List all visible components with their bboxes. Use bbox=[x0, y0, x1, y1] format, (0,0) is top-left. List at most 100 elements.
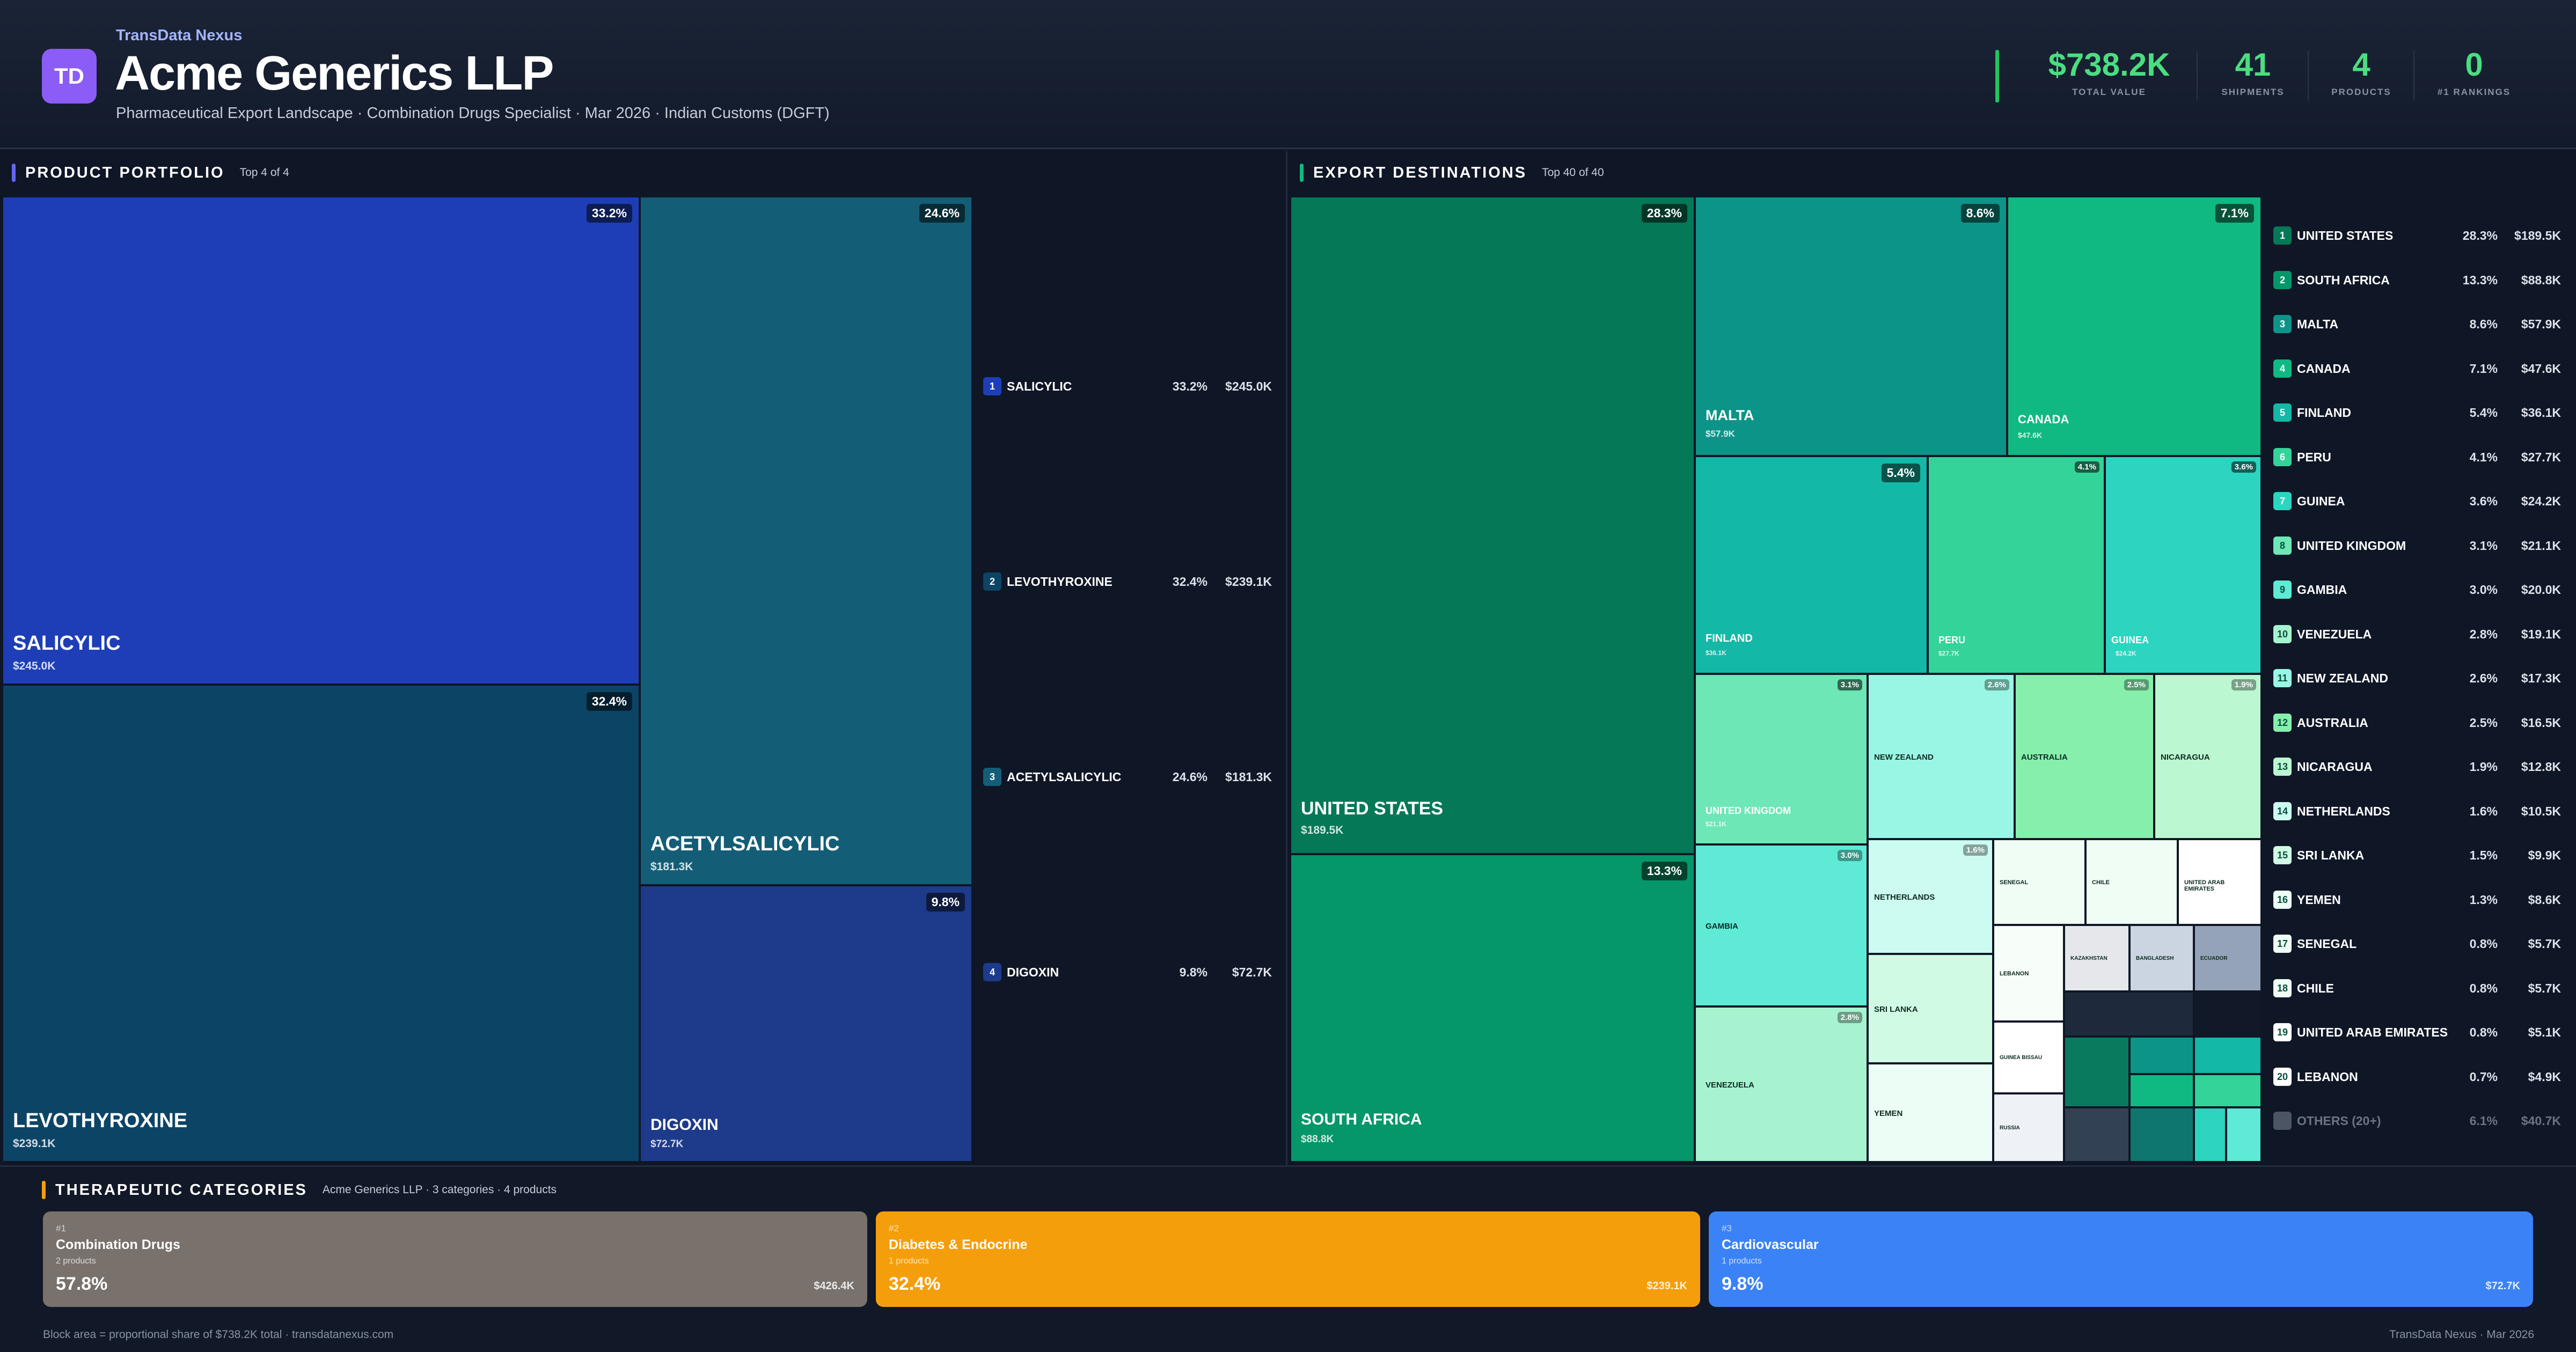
list-item[interactable]: 11 NEW ZEALAND 2.6% $17.3K bbox=[2273, 667, 2561, 689]
destination-tile-nicaragua[interactable]: 1.9% NICARAGUA bbox=[2155, 675, 2260, 838]
tile-label: UNITED KINGDOM bbox=[1706, 805, 1791, 816]
tile-label: VENEZUELA bbox=[1706, 1081, 1754, 1090]
kpi-rankings: 0 #1 RANKINGS bbox=[2437, 47, 2511, 97]
list-item[interactable]: 7 GUINEA 3.6% $24.2K bbox=[2273, 490, 2561, 512]
tile-label: GUINEA bbox=[2111, 634, 2149, 645]
list-item[interactable]: 12 AUSTRALIA 2.5% $16.5K bbox=[2273, 712, 2561, 733]
tile-value: $189.5K bbox=[1301, 824, 1344, 837]
destination-tile-small[interactable] bbox=[2065, 1038, 2128, 1106]
destination-tile-chile[interactable]: CHILE bbox=[2087, 840, 2177, 924]
destination-tile-united-arab-emirates[interactable]: UNITED ARAB EMIRATES bbox=[2179, 840, 2260, 924]
page-title: Acme Generics LLP bbox=[115, 47, 554, 100]
tile-label: FINLAND bbox=[1706, 633, 1753, 644]
destination-tile-small[interactable] bbox=[2131, 1038, 2193, 1073]
list-item[interactable]: 20 LEBANON 0.7% $4.9K bbox=[2273, 1066, 2561, 1088]
product-tile-salicylic[interactable]: 33.2% SALICYLIC $245.0K bbox=[3, 197, 639, 684]
kpi-separator bbox=[2413, 51, 2414, 100]
destination-tile-small[interactable] bbox=[2195, 1075, 2260, 1106]
destination-tile-venezuela[interactable]: 2.8% VENEZUELA bbox=[1696, 1008, 1867, 1161]
list-item[interactable]: 15 SRI LANKA 1.5% $9.9K bbox=[2273, 844, 2561, 866]
list-item[interactable]: 1 SALICYLIC 33.2% $245.0K bbox=[983, 376, 1272, 397]
destination-tile-small[interactable] bbox=[2131, 1108, 2193, 1161]
destination-tile-small[interactable] bbox=[2227, 1108, 2260, 1161]
list-item[interactable]: 3 ACETYLSALICYLIC 24.6% $181.3K bbox=[983, 766, 1272, 788]
footer-brand: TransData Nexus · Mar 2026 bbox=[2389, 1328, 2534, 1341]
list-item[interactable]: 2 SOUTH AFRICA 13.3% $88.8K bbox=[2273, 269, 2561, 291]
list-item[interactable]: 4 DIGOXIN 9.8% $72.7K bbox=[983, 961, 1272, 983]
list-item[interactable]: 18 CHILE 0.8% $5.7K bbox=[2273, 978, 2561, 999]
destination-tile-small[interactable] bbox=[2195, 1038, 2260, 1073]
destination-tile-small[interactable] bbox=[2131, 1075, 2193, 1106]
tile-value: $36.1K bbox=[1706, 649, 1726, 657]
destination-tile-netherlands[interactable]: 1.6% NETHERLANDS bbox=[1869, 840, 1992, 953]
list-item[interactable]: 6 PERU 4.1% $27.7K bbox=[2273, 446, 2561, 468]
list-item[interactable]: 2 LEVOTHYROXINE 32.4% $239.1K bbox=[983, 571, 1272, 592]
tile-percent: 3.1% bbox=[1837, 679, 1862, 690]
portfolio-header: PRODUCT PORTFOLIO Top 4 of 4 bbox=[12, 162, 289, 183]
tile-label: GUINEA BISSAU bbox=[2000, 1055, 2043, 1061]
tile-label: SENEGAL bbox=[2000, 879, 2029, 886]
tile-value: $57.9K bbox=[1706, 429, 1735, 439]
category-card-diabetes-endocrine[interactable]: #2 Diabetes & Endocrine 1 products 32.4%… bbox=[876, 1211, 1700, 1307]
destination-tile-small[interactable] bbox=[2195, 1108, 2225, 1161]
tile-label: NETHERLANDS bbox=[1874, 893, 1935, 902]
list-item[interactable]: 5 FINLAND 5.4% $36.1K bbox=[2273, 402, 2561, 423]
footer-note: Block area = proportional share of $738.… bbox=[43, 1328, 394, 1341]
destination-tile-yemen[interactable]: YEMEN bbox=[1869, 1064, 1992, 1161]
destinations-header: EXPORT DESTINATIONS Top 40 of 40 bbox=[1300, 162, 1604, 183]
destination-tile-australia[interactable]: 2.5% AUSTRALIA bbox=[2016, 675, 2153, 838]
category-card-combination-drugs[interactable]: #1 Combination Drugs 2 products 57.8% $4… bbox=[43, 1211, 867, 1307]
destination-tile-small[interactable] bbox=[2065, 1108, 2128, 1161]
tile-label: NEW ZEALAND bbox=[1874, 753, 1934, 762]
category-card-cardiovascular[interactable]: #3 Cardiovascular 1 products 9.8% $72.7K bbox=[1709, 1211, 2533, 1307]
tile-label: SOUTH AFRICA bbox=[1301, 1110, 1422, 1128]
list-item[interactable]: 4 CANADA 7.1% $47.6K bbox=[2273, 358, 2561, 379]
tile-label: LEBANON bbox=[2000, 971, 2029, 977]
destination-tile-gambia[interactable]: 3.0% GAMBIA bbox=[1696, 846, 1867, 1005]
panel-divider bbox=[1286, 151, 1287, 1165]
list-item[interactable]: 13 NICARAGUA 1.9% $12.8K bbox=[2273, 756, 2561, 777]
kpi-separator bbox=[2308, 51, 2309, 100]
tile-percent: 8.6% bbox=[1960, 204, 2000, 223]
list-item[interactable]: 19 UNITED ARAB EMIRATES 0.8% $5.1K bbox=[2273, 1022, 2561, 1043]
product-tile-digoxin[interactable]: 9.8% DIGOXIN $72.7K bbox=[641, 886, 971, 1161]
destination-tile-small[interactable] bbox=[2065, 993, 2193, 1035]
destination-tile-small[interactable] bbox=[2195, 993, 2260, 1035]
destination-tile-senegal[interactable]: SENEGAL bbox=[1994, 840, 2084, 924]
tile-label: RUSSIA bbox=[2000, 1125, 2020, 1131]
list-item[interactable]: 10 VENEZUELA 2.8% $19.1K bbox=[2273, 623, 2561, 645]
destination-tile-sri-lanka[interactable]: SRI LANKA bbox=[1869, 955, 1992, 1062]
product-tile-acetylsalicylic[interactable]: 24.6% ACETYLSALICYLIC $181.3K bbox=[641, 197, 971, 884]
destination-tile-peru[interactable]: 4.1% PERU $27.7K bbox=[1929, 457, 2104, 673]
brand-name[interactable]: TransData Nexus bbox=[116, 27, 243, 44]
destination-tile-russia[interactable]: RUSSIA bbox=[1994, 1094, 2063, 1161]
list-item[interactable]: 14 NETHERLANDS 1.6% $10.5K bbox=[2273, 800, 2561, 822]
list-item[interactable]: 9 GAMBIA 3.0% $20.0K bbox=[2273, 579, 2561, 600]
destination-tile-united-kingdom[interactable]: 3.1% UNITED KINGDOM $21.1K bbox=[1696, 675, 1867, 843]
destination-tile-guinea-bissau[interactable]: GUINEA BISSAU bbox=[1994, 1023, 2063, 1092]
destination-tile-guinea[interactable]: 3.6% GUINEA $24.2K bbox=[2106, 457, 2260, 673]
list-item[interactable]: 17 SENEGAL 0.8% $5.7K bbox=[2273, 933, 2561, 954]
list-item[interactable]: 16 YEMEN 1.3% $8.6K bbox=[2273, 889, 2561, 910]
list-item[interactable]: 1 UNITED STATES 28.3% $189.5K bbox=[2273, 225, 2561, 246]
destination-tile-united-states[interactable]: 28.3% UNITED STATES $189.5K bbox=[1291, 197, 1694, 853]
destination-tile-ecuador[interactable]: ECUADOR bbox=[2195, 926, 2260, 990]
product-tile-levothyroxine[interactable]: 32.4% LEVOTHYROXINE $239.1K bbox=[3, 686, 639, 1161]
tile-percent: 4.1% bbox=[2074, 461, 2099, 473]
list-item[interactable]: 8 UNITED KINGDOM 3.1% $21.1K bbox=[2273, 535, 2561, 556]
destination-tile-lebanon[interactable]: LEBANON bbox=[1994, 926, 2063, 1020]
destination-tile-new-zealand[interactable]: 2.6% NEW ZEALAND bbox=[1869, 675, 2014, 838]
list-item[interactable]: 3 MALTA 8.6% $57.9K bbox=[2273, 313, 2561, 335]
list-item-others[interactable]: OTHERS (20+) 6.1% $40.7K bbox=[2273, 1110, 2561, 1131]
kpi-accent-bar bbox=[1995, 50, 1999, 102]
destination-tile-south-africa[interactable]: 13.3% SOUTH AFRICA $88.8K bbox=[1291, 855, 1694, 1161]
tile-percent: 2.8% bbox=[1837, 1012, 1862, 1023]
tile-label: KAZAKHSTAN bbox=[2070, 956, 2107, 961]
destination-tile-bangladesh[interactable]: BANGLADESH bbox=[2131, 926, 2193, 990]
destination-tile-canada[interactable]: 7.1% CANADA $47.6K bbox=[2008, 197, 2260, 455]
destination-tile-finland[interactable]: 5.4% FINLAND $36.1K bbox=[1696, 457, 1927, 673]
tile-label: UNITED ARAB EMIRATES bbox=[2184, 879, 2225, 892]
destination-tile-kazakhstan[interactable]: KAZAKHSTAN bbox=[2065, 926, 2128, 990]
tile-value: $88.8K bbox=[1301, 1134, 1334, 1145]
destination-tile-malta[interactable]: 8.6% MALTA $57.9K bbox=[1696, 197, 2006, 455]
